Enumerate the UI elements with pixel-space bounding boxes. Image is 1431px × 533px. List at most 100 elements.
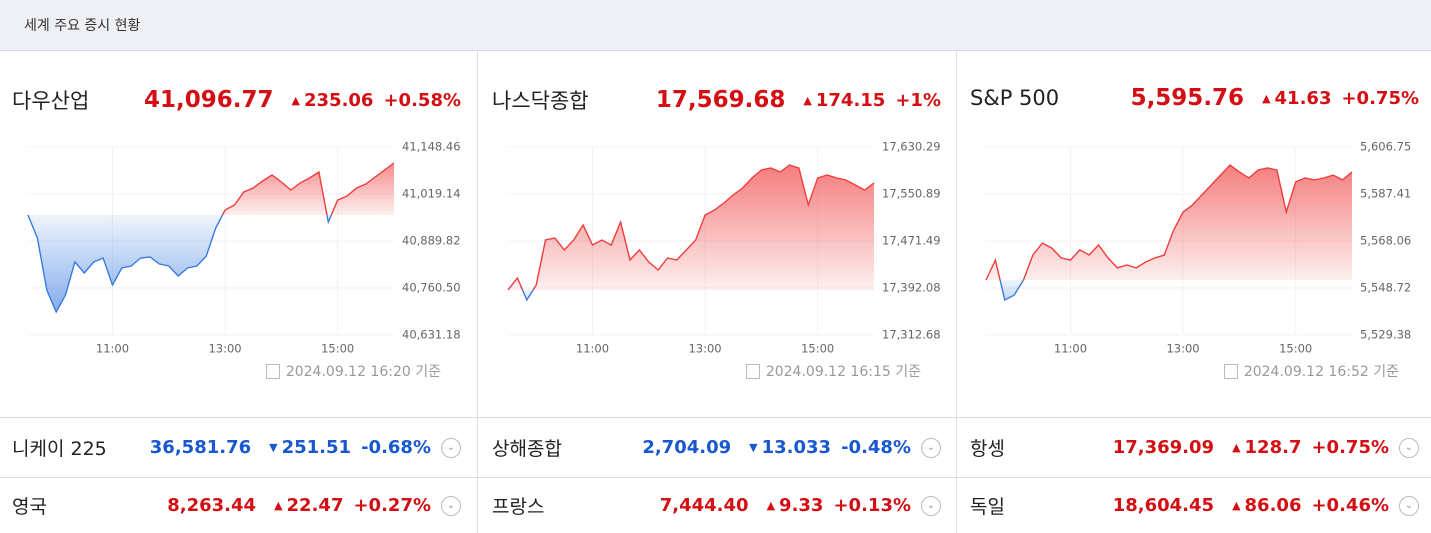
index-row: 프랑스 7,444.40 ▲ 9.33 +0.13% ⌄ xyxy=(480,478,957,533)
y-tick-label: 17,550.89 xyxy=(882,186,941,200)
calendar-icon xyxy=(745,363,760,379)
expand-button[interactable]: ⌄ xyxy=(441,437,461,458)
index-panel: S&P 500 5,595.76 ▲ 41.63 +0.75% 5,529.38 5,548… xyxy=(958,51,1431,417)
chart: 40,631.18 40,760.50 40,889.82 41,019.14 41,1… xyxy=(27,140,461,356)
calendar-icon xyxy=(1223,363,1238,379)
index-percent: +0.46% xyxy=(1311,495,1389,516)
y-tick-label: 41,019.14 xyxy=(402,187,461,201)
divider xyxy=(477,51,478,533)
y-tick-label: 17,312.68 xyxy=(882,328,941,342)
arrow-icon: ▲ xyxy=(1232,441,1241,454)
index-panel: 다우산업 41,096.77 ▲ 235.06 +0.58% 40,631.18 40,76… xyxy=(0,51,477,417)
index-name: S&P 500 xyxy=(970,86,1060,110)
index-value: 5,595.76 xyxy=(1130,85,1245,111)
change-value: 86.06 xyxy=(1244,495,1302,516)
price-line xyxy=(507,164,875,302)
arrow-icon: ▲ xyxy=(766,499,776,512)
timestamp-text: 2024.09.12 16:15 기준 xyxy=(765,364,921,380)
index-panel: 나스닥종합 17,569.68 ▲ 174.15 +1% 17,312.68 17,392.… xyxy=(480,51,957,417)
index-row: 니케이 225 36,581.76 ▼ 251.51 -0.68% ⌄ xyxy=(0,418,477,477)
arrow-icon: ▲ xyxy=(1262,91,1271,105)
change-value: 13.033 xyxy=(761,437,832,458)
area-down xyxy=(28,214,332,312)
change-value: 235.06 xyxy=(304,89,374,111)
index-name: 프랑스 xyxy=(492,496,545,518)
change-value: 251.51 xyxy=(281,437,352,458)
index-row: 영국 8,263.44 ▲ 22.47 +0.27% ⌄ xyxy=(0,478,477,533)
timestamp-text: 2024.09.12 16:20 기준 xyxy=(285,364,441,380)
area-down xyxy=(522,290,534,300)
price-line xyxy=(985,164,1353,302)
header-title: 세계 주요 증시 현황 xyxy=(24,18,141,34)
index-change: ▲ 86.06 xyxy=(1232,495,1301,516)
y-tick-label: 5,587.41 xyxy=(1360,186,1411,200)
y-tick-label: 5,606.75 xyxy=(1360,140,1411,154)
index-change: ▲ 41.63 xyxy=(1262,88,1331,109)
index-name: 니케이 225 xyxy=(12,438,107,460)
header: 세계 주요 증시 현황 xyxy=(0,0,1431,51)
change-value: 22.47 xyxy=(286,495,344,516)
index-percent: +0.27% xyxy=(353,495,431,516)
chart: 5,529.38 5,548.72 5,568.06 5,587.41 5,606.75… xyxy=(985,140,1411,356)
y-tick-label: 5,568.06 xyxy=(1360,234,1411,248)
divider xyxy=(0,477,1431,478)
expand-button[interactable]: ⌄ xyxy=(921,437,941,458)
expand-button[interactable]: ⌄ xyxy=(441,495,461,516)
index-value: 2,704.09 xyxy=(642,437,732,458)
y-tick-label: 5,529.38 xyxy=(1360,328,1411,342)
timestamp: 2024.09.12 16:20 기준 xyxy=(265,361,441,381)
y-tick-label: 17,471.49 xyxy=(882,233,941,247)
expand-button[interactable]: ⌄ xyxy=(1399,437,1419,458)
chart: 17,312.68 17,392.08 17,471.49 17,550.89 17,6… xyxy=(507,140,941,356)
area-down xyxy=(1000,280,1024,300)
index-percent: +0.13% xyxy=(833,495,911,516)
area-up xyxy=(986,165,1352,281)
expand-button[interactable]: ⌄ xyxy=(1399,495,1419,516)
arrow-icon: ▲ xyxy=(803,93,812,107)
x-tick-label: 11:00 xyxy=(96,342,129,356)
timestamp: 2024.09.12 16:52 기준 xyxy=(1223,361,1399,381)
index-percent: +0.58% xyxy=(383,89,461,111)
index-value: 41,096.77 xyxy=(144,87,274,113)
y-tick-label: 5,548.72 xyxy=(1360,281,1411,295)
index-value: 17,369.09 xyxy=(1112,437,1215,458)
arrow-icon: ▲ xyxy=(274,499,283,512)
index-percent: +0.75% xyxy=(1311,437,1389,458)
index-change: ▲ 128.7 xyxy=(1232,437,1301,458)
change-value: 174.15 xyxy=(815,89,886,111)
index-name: 영국 xyxy=(12,496,47,518)
area-up xyxy=(28,163,394,215)
index-value: 36,581.76 xyxy=(149,437,252,458)
index-change: ▲ 235.06 xyxy=(292,90,374,111)
index-name: 독일 xyxy=(970,496,1005,518)
y-tick-label: 40,631.18 xyxy=(402,328,461,342)
x-tick-label: 15:00 xyxy=(1279,342,1312,356)
panel-header: S&P 500 5,595.76 ▲ 41.63 +0.75% xyxy=(970,85,1419,111)
panel-header: 다우산업 41,096.77 ▲ 235.06 +0.58% xyxy=(12,85,461,115)
area-up xyxy=(508,165,874,291)
price-line xyxy=(27,162,395,314)
change-value: 128.7 xyxy=(1244,437,1302,458)
index-name: 다우산업 xyxy=(12,89,90,113)
index-row: 독일 18,604.45 ▲ 86.06 +0.46% ⌄ xyxy=(958,478,1431,533)
index-name: 항셍 xyxy=(970,438,1005,460)
index-value: 7,444.40 xyxy=(659,495,749,516)
index-percent: +1% xyxy=(895,89,941,111)
x-tick-label: 15:00 xyxy=(801,342,834,356)
index-percent: -0.68% xyxy=(361,437,431,458)
arrow-icon: ▼ xyxy=(749,441,758,454)
index-name: 나스닥종합 xyxy=(492,89,589,113)
y-tick-label: 17,630.29 xyxy=(882,140,941,154)
index-change: ▲ 174.15 xyxy=(803,90,885,111)
divider xyxy=(0,417,1431,418)
expand-button[interactable]: ⌄ xyxy=(921,495,941,516)
x-tick-label: 13:00 xyxy=(688,342,721,356)
timestamp-text: 2024.09.12 16:52 기준 xyxy=(1243,364,1399,380)
timestamp: 2024.09.12 16:15 기준 xyxy=(745,361,921,381)
arrow-icon: ▲ xyxy=(1232,499,1241,512)
arrow-icon: ▼ xyxy=(269,441,278,454)
index-value: 8,263.44 xyxy=(167,495,257,516)
x-tick-label: 11:00 xyxy=(576,342,609,356)
x-tick-label: 13:00 xyxy=(1166,342,1199,356)
y-tick-label: 40,889.82 xyxy=(402,234,461,248)
